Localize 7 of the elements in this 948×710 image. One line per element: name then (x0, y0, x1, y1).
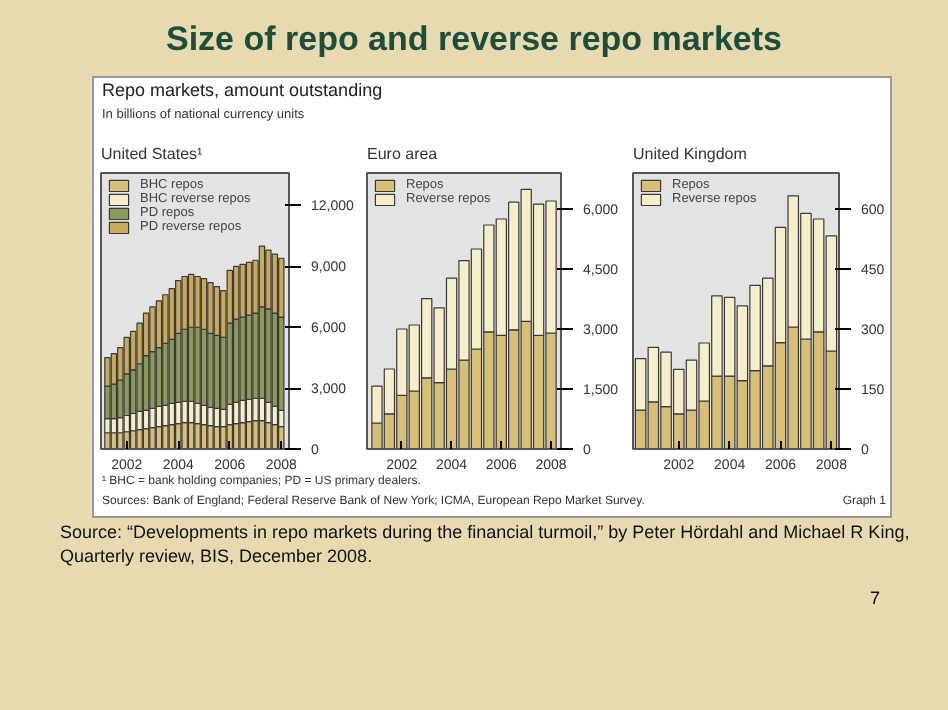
text: 7 (869, 586, 880, 612)
text: Size of repo and reverse repo markets (165, 18, 783, 62)
chart-title: Euro area (367, 145, 439, 163)
source-note: Source: “Developments in repo markets during the financial turmoil,” by Peter Hördahl and Michael R King, Quarterly review, BIS, December 2008. (60, 522, 912, 569)
text: Repo markets, amount outstanding (102, 78, 383, 104)
chart-title: United Kingdom (633, 145, 748, 163)
chart-title: United States¹ (101, 145, 204, 163)
